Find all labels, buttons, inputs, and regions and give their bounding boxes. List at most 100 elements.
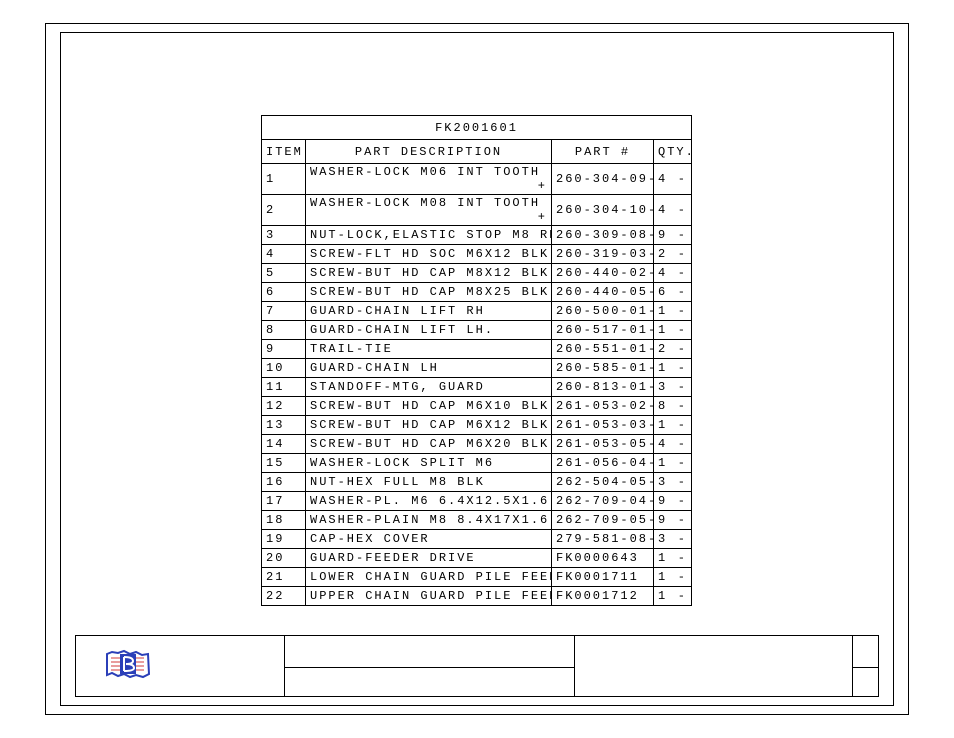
cell-item: 17 [262,492,306,511]
cell-desc: GUARD-CHAIN LIFT LH. [306,321,552,340]
table-row: 15WASHER-LOCK SPLIT M6261-056-04-001- [262,454,692,473]
qty-dash: - [678,247,687,261]
cell-qty: 9- [654,511,692,530]
cell-desc: GUARD-CHAIN LH [306,359,552,378]
cell-item: 11 [262,378,306,397]
qty-dash: - [678,456,687,470]
cell-part: 261-056-04-00 [552,454,654,473]
cell-part: 279-581-08-00 [552,530,654,549]
table-row: 7GUARD-CHAIN LIFT RH260-500-01-001- [262,302,692,321]
table-row: 16NUT-HEX FULL M8 BLK262-504-05-003- [262,473,692,492]
qty-dash: - [678,494,687,508]
qty-dash: - [678,475,687,489]
cell-part: 262-709-04-00 [552,492,654,511]
col-header-part: PART # [552,140,654,164]
col-header-desc: PART DESCRIPTION [306,140,552,164]
desc-plus-marker: + [538,179,547,193]
cell-item: 9 [262,340,306,359]
cell-qty: 3- [654,378,692,397]
qty-dash: - [678,342,687,356]
cell-part: 260-813-01-00 [552,378,654,397]
cell-part: 260-500-01-00 [552,302,654,321]
cell-item: 7 [262,302,306,321]
cell-desc: SCREW-FLT HD SOC M6X12 BLK [306,245,552,264]
cell-qty: 4- [654,264,692,283]
cell-desc: NUT-LOCK,ELASTIC STOP M8 REG [306,226,552,245]
cell-item: 3 [262,226,306,245]
cell-qty: 4- [654,435,692,454]
cell-desc: WASHER-PL. M6 6.4X12.5X1.6 BLK [306,492,552,511]
col-header-qty: QTY. [654,140,692,164]
cell-part: FK0001712 [552,587,654,606]
cell-item: 15 [262,454,306,473]
table-row: 14SCREW-BUT HD CAP M6X20 BLK261-053-05-0… [262,435,692,454]
cell-qty: 8- [654,397,692,416]
cell-qty: 1- [654,587,692,606]
cell-desc: SCREW-BUT HD CAP M6X12 BLK [306,416,552,435]
outer-frame: FK2001601 ITEM # PART DESCRIPTION PART #… [45,23,909,715]
cell-item: 22 [262,587,306,606]
cell-item: 8 [262,321,306,340]
table-row: 11STANDOFF-MTG, GUARD260-813-01-003- [262,378,692,397]
qty-dash: - [678,228,687,242]
cell-desc: SCREW-BUT HD CAP M8X12 BLK [306,264,552,283]
cell-part: 260-440-02-00 [552,264,654,283]
titleblock-far-box [853,635,879,697]
table-row: 17WASHER-PL. M6 6.4X12.5X1.6 BLK262-709-… [262,492,692,511]
cell-part: FK0001711 [552,568,654,587]
cell-qty: 1- [654,454,692,473]
cell-qty: 1- [654,359,692,378]
cell-item: 21 [262,568,306,587]
parts-table: FK2001601 ITEM # PART DESCRIPTION PART #… [261,115,692,606]
table-row: 5SCREW-BUT HD CAP M8X12 BLK260-440-02-00… [262,264,692,283]
qty-dash: - [678,380,687,394]
table-row: 1WASHER-LOCK M06 INT TOOTH+260-304-09-00… [262,164,692,195]
table-row: 6SCREW-BUT HD CAP M8X25 BLK260-440-05-00… [262,283,692,302]
table-row: 13SCREW-BUT HD CAP M6X12 BLK261-053-03-0… [262,416,692,435]
cell-qty: 1- [654,549,692,568]
cell-qty: 1- [654,302,692,321]
cell-part: 260-304-10-00 [552,195,654,226]
cell-part: FK0000643 [552,549,654,568]
cell-part: 261-053-02-00 [552,397,654,416]
qty-dash: - [678,323,687,337]
qty-dash: - [678,437,687,451]
cell-part: 261-053-05-00 [552,435,654,454]
table-row: 2WASHER-LOCK M08 INT TOOTH+260-304-10-00… [262,195,692,226]
table-row: 19CAP-HEX COVER279-581-08-003- [262,530,692,549]
cell-part: 262-504-05-00 [552,473,654,492]
table-row: 8GUARD-CHAIN LIFT LH.260-517-01-001- [262,321,692,340]
cell-part: 261-053-03-00 [552,416,654,435]
cell-item: 18 [262,511,306,530]
cell-part: 260-309-08-00 [552,226,654,245]
cell-item: 19 [262,530,306,549]
table-row: 3NUT-LOCK,ELASTIC STOP M8 REG260-309-08-… [262,226,692,245]
qty-dash: - [678,361,687,375]
cell-item: 10 [262,359,306,378]
table-row: 4SCREW-FLT HD SOC M6X12 BLK260-319-03-00… [262,245,692,264]
table-header-row: ITEM # PART DESCRIPTION PART # QTY. [262,140,692,164]
cell-qty: 6- [654,283,692,302]
table-row: 22UPPER CHAIN GUARD PILE FEEDERFK0001712… [262,587,692,606]
cell-part: 260-319-03-00 [552,245,654,264]
cell-desc: LOWER CHAIN GUARD PILE FEEDER [306,568,552,587]
qty-dash: - [678,203,687,217]
table-row: 9TRAIL-TIE260-551-01-002- [262,340,692,359]
table-title-row: FK2001601 [262,116,692,140]
titleblock-mid-divider [285,667,574,668]
cell-item: 6 [262,283,306,302]
qty-dash: - [678,399,687,413]
cell-desc: SCREW-BUT HD CAP M6X10 BLK [306,397,552,416]
cell-desc: SCREW-BUT HD CAP M6X20 BLK [306,435,552,454]
cell-desc: WASHER-LOCK M08 INT TOOTH+ [306,195,552,226]
table-row: 12SCREW-BUT HD CAP M6X10 BLK261-053-02-0… [262,397,692,416]
table-row: 10GUARD-CHAIN LH260-585-01-001- [262,359,692,378]
qty-dash: - [678,589,687,603]
qty-dash: - [678,418,687,432]
cell-desc: GUARD-CHAIN LIFT RH [306,302,552,321]
cell-qty: 4- [654,195,692,226]
cell-desc: GUARD-FEEDER DRIVE [306,549,552,568]
qty-dash: - [678,304,687,318]
cell-qty: 2- [654,340,692,359]
cell-item: 2 [262,195,306,226]
